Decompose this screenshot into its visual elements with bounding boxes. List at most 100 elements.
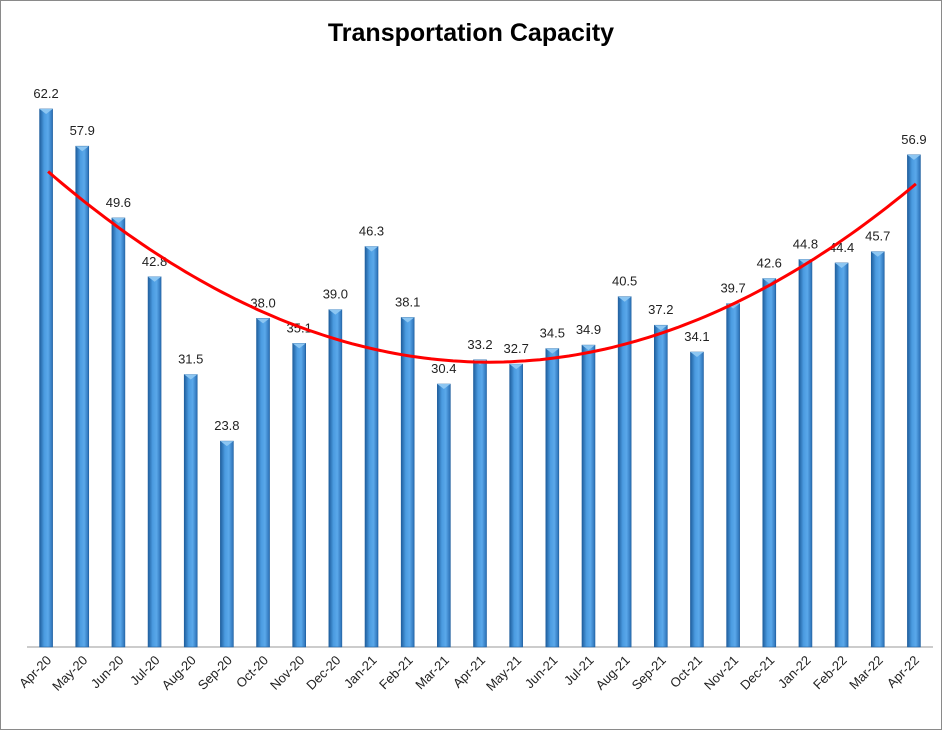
bar-Jul-20 [147,276,162,648]
data-label: 39.0 [323,287,348,302]
bar-Mar-22 [870,251,885,648]
x-tick-label: Aug-20 [159,653,199,693]
x-tick-label: May-21 [483,653,524,694]
data-label: 23.8 [214,418,239,433]
bar-cap-Jan-21 [365,246,379,252]
x-tick-label: Jun-21 [522,653,561,692]
bar-cap-Nov-20 [292,343,306,349]
bar-cap-Aug-21 [618,296,632,302]
x-tick-label: Apr-20 [16,653,54,691]
bar-cap-Mar-21 [437,384,451,390]
data-label: 46.3 [359,224,384,239]
bar-cap-Dec-21 [762,278,776,284]
bar-cap-Sep-20 [220,441,234,447]
bar-Apr-22 [907,154,921,648]
data-label: 32.7 [504,341,529,356]
bar-Jun-21 [545,348,560,648]
bar-cap-Jun-20 [111,217,125,223]
x-tick-label: Apr-22 [884,653,922,691]
bar-cap-May-20 [75,146,89,152]
bar-Jan-22 [798,259,813,648]
bar-Aug-20 [183,374,198,648]
x-tick-label: Jan-22 [775,653,814,692]
data-label: 34.1 [684,329,709,344]
x-tick-label: Sep-20 [195,653,235,693]
x-tick-label: Jul-21 [561,653,597,689]
bar-Aug-21 [617,296,632,648]
bar-Nov-21 [726,303,740,648]
x-tick-label: Nov-20 [267,653,307,693]
data-label: 42.6 [757,256,782,271]
bar-cap-Oct-20 [256,318,270,324]
data-label: 33.2 [467,337,492,352]
data-label: 39.7 [720,281,745,296]
bar-Dec-20 [328,309,343,648]
bar-Sep-21 [653,324,668,648]
data-label: 34.9 [576,322,601,337]
bar-Feb-21 [400,317,415,648]
x-tick-label: Sep-21 [629,653,669,693]
x-tick-label: Jan-21 [341,653,380,692]
bar-cap-Jul-21 [581,345,595,351]
data-label: 56.9 [901,132,926,147]
bar-cap-Mar-22 [871,251,885,257]
data-label: 57.9 [70,123,95,138]
x-tick-label: Oct-21 [667,653,705,691]
data-label: 37.2 [648,302,673,317]
bar-May-20 [75,145,90,648]
x-tick-label: Feb-21 [376,653,416,693]
bar-Nov-20 [292,343,307,648]
bar-Feb-22 [834,262,849,648]
data-label: 34.5 [540,326,565,341]
data-label: 49.6 [106,195,131,210]
x-tick-label: Dec-20 [303,653,343,693]
x-tick-label: Mar-21 [412,653,452,693]
x-tick-label: Nov-21 [701,653,741,693]
bars-group [39,108,921,648]
bar-Sep-20 [220,440,234,648]
bar-Apr-21 [473,359,487,648]
bar-Oct-21 [690,351,704,648]
x-tick-label: Mar-22 [846,653,886,693]
data-label: 30.4 [431,361,456,376]
x-tick-label: Aug-21 [593,653,633,693]
bar-cap-Oct-21 [690,352,704,358]
x-tick-label: Feb-22 [810,653,850,693]
data-label: 62.2 [33,86,58,101]
bar-cap-Apr-20 [39,109,53,114]
data-label: 40.5 [612,274,637,289]
bar-cap-Apr-22 [907,154,921,160]
data-label: 38.0 [250,295,275,310]
bar-cap-Feb-21 [401,317,415,323]
bar-Jan-21 [364,246,379,648]
bar-Mar-21 [437,383,451,648]
chart-title: Transportation Capacity [327,19,615,47]
bar-Dec-21 [762,278,777,648]
bar-cap-May-21 [509,364,523,370]
data-label: 44.8 [793,237,818,252]
x-tick-label: Jun-20 [88,653,127,692]
data-label: 45.7 [865,229,890,244]
bar-cap-Jun-21 [545,348,559,354]
bar-Jun-20 [111,217,126,648]
bar-cap-Dec-20 [328,309,342,315]
bar-cap-Aug-20 [184,374,198,380]
bar-Oct-20 [256,318,270,648]
bar-Apr-20 [39,108,53,648]
bar-May-21 [509,363,523,648]
x-tick-label: Dec-21 [737,653,777,693]
bar-cap-Sep-21 [654,325,668,331]
x-tick-label: Jul-20 [127,653,163,689]
x-tick-label: Oct-20 [233,653,271,691]
bar-Jul-21 [581,344,596,648]
data-label: 31.5 [178,352,203,367]
x-tick-label: Apr-21 [450,653,488,691]
x-tick-label: May-20 [49,653,90,694]
trendline [47,170,917,364]
bar-cap-Jul-20 [148,276,162,282]
data-label: 38.1 [395,294,420,309]
bar-cap-Feb-22 [835,262,849,268]
